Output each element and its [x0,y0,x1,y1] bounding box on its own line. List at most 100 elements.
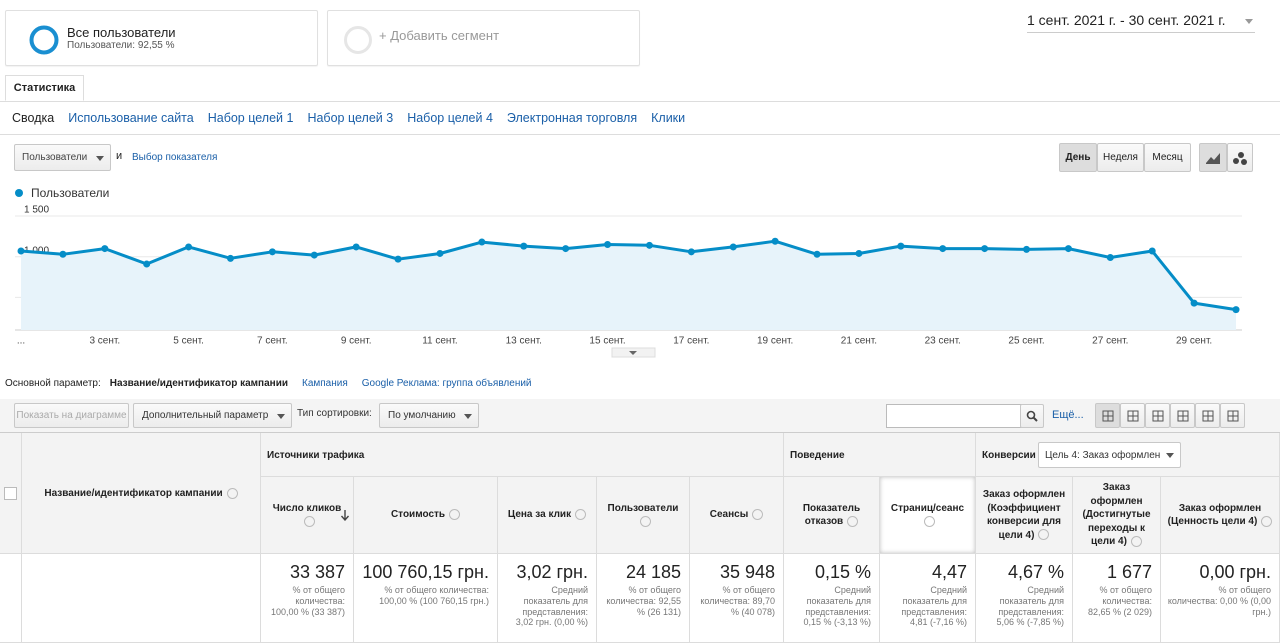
column-header[interactable]: Число кликов [261,477,354,554]
tab[interactable]: Статистика [5,75,84,101]
motion-chart-button[interactable] [1227,143,1253,172]
view-button[interactable] [1145,403,1170,428]
point [1148,247,1156,255]
view-button[interactable] [1095,403,1120,428]
column-header[interactable]: Страниц/сеанс [880,477,976,554]
add-segment[interactable]: + Добавить сегмент [327,10,640,66]
legend-marker [15,189,23,197]
column-header-label: Пользователи [607,502,679,514]
total-value: 35 948 [719,562,775,582]
view-button[interactable] [1120,403,1145,428]
date-range-text: 1 сент. 2021 г. - 30 сент. 2021 г. [1027,12,1226,28]
total-value: 1 677 [1106,562,1152,582]
view-icon [1127,410,1138,421]
search-button[interactable] [1020,404,1044,428]
more-link[interactable]: Ещё... [1052,409,1084,421]
column-header[interactable]: Пользователи [597,477,690,554]
column-header-text: Стоимость [391,508,461,522]
secondary-dimension[interactable]: Дополнительный параметр [133,403,292,428]
add-segment-label: + Добавить сегмент [379,28,500,43]
choose-metric[interactable]: Выбор показателя [132,152,218,163]
checkbox[interactable] [4,487,17,500]
caret [464,414,472,419]
line-chart-button[interactable] [1199,143,1227,172]
subtab[interactable]: Набор целей 1 [207,111,294,125]
plot-button[interactable]: Показать на диаграмме [14,403,129,428]
help-icon [1038,529,1050,541]
column-header[interactable]: Сеансы [690,477,784,554]
column-header-label: Заказ оформлен (Достигнутые переходы к ц… [1082,482,1151,548]
date-range[interactable]: 1 сент. 2021 г. - 30 сент. 2021 г. [1027,12,1255,33]
column-header-label: Показатель отказов [802,502,861,528]
segment-name: Все пользователи [67,25,176,40]
point [855,249,863,257]
add-ring [344,26,372,54]
column-header[interactable]: Заказ оформлен (Достигнутые переходы к ц… [1073,477,1161,554]
x-tick-label: 11 сент. [422,336,458,347]
subtab[interactable]: Набор целей 3 [307,111,394,125]
totals-cell: 100 760,15 грн. % от общего количества: 1… [354,554,498,643]
point [310,251,318,259]
dimension-option[interactable]: Название/идентификатор кампании [109,378,288,389]
sort-arrow-icon [340,510,350,522]
caret [96,156,104,161]
group-header: Поведение [784,433,976,477]
column-header[interactable]: Цена за клик [498,477,597,554]
legend-label: Пользователи [31,186,109,200]
subtab[interactable]: Электронная торговля [506,111,638,125]
view-icon [1202,410,1213,421]
column-header[interactable]: Стоимость [354,477,498,554]
divider [0,101,1280,102]
column-header[interactable]: Заказ оформлен (Коэффициент конверсии дл… [976,477,1073,554]
point [687,248,695,256]
x-tick-label: 21 сент. [841,336,877,347]
subtab[interactable]: Клики [651,111,686,125]
subtab[interactable]: Сводка [12,111,55,125]
dimension-option[interactable]: Google Реклама: группа объявлений [361,378,532,389]
column-header: Название/идентификатор кампании [22,433,261,554]
dimension-option[interactable]: Кампания [302,378,348,389]
goal-selector[interactable]: Цель 4: Заказ оформлен [1038,442,1181,468]
point [1106,254,1114,262]
column-header-text: Страниц/сеанс [886,502,969,529]
x-tick-label: 7 сент. [257,336,288,347]
column-header[interactable]: Заказ оформлен (Ценность цели 4) [1161,477,1280,554]
subtabs: Сводка Использование сайта Набор целей 1 На… [12,111,685,125]
column-header-text: Пользователи [603,502,683,529]
subtab[interactable]: Использование сайта [68,111,194,125]
help-icon [847,515,859,527]
total-note: Средний показатель для представления: 5,… [996,585,1064,628]
period-button[interactable]: Неделя [1097,143,1144,172]
period-button[interactable]: День [1059,143,1097,172]
totals-cell [22,554,261,643]
point [729,243,737,251]
total-value: 0,00 грн. [1199,562,1271,582]
segment-card[interactable]: Все пользователи Пользователи: 92,55 % [5,10,318,66]
point [771,237,779,245]
search-input[interactable] [886,404,1022,428]
total-note: % от общего количества: 0,00 % (0,00 грн… [1167,585,1271,617]
view-button[interactable] [1170,403,1195,428]
column-header-text: Сеансы [710,508,764,522]
column-header-label: Название/идентификатор кампании [44,487,223,499]
column-header[interactable]: Показатель отказов [784,477,880,554]
sort-dropdown[interactable]: По умолчанию [379,403,479,428]
x-tick-label: 9 сент. [341,336,372,347]
subtab[interactable]: Набор целей 4 [407,111,493,125]
view-button[interactable] [1195,403,1220,428]
help-icon [924,515,935,527]
point [897,242,905,250]
x-tick-label: 19 сент. [757,336,793,347]
secondary-label: Дополнительный параметр [142,410,269,421]
total-value: 0,15 % [814,562,871,582]
divider [0,134,1280,135]
period-button[interactable]: Месяц [1144,143,1191,172]
column-header-label: Число кликов [272,502,342,514]
column-header-label: Цена за клик [507,509,572,521]
goal-selector-label: Цель 4: Заказ оформлен [1045,449,1161,461]
total-note: % от общего количества: 100,00 % (33 387… [270,585,345,617]
metric-dropdown[interactable]: Пользователи [14,144,111,171]
group-label: Поведение [790,450,845,461]
view-button[interactable] [1220,403,1245,428]
